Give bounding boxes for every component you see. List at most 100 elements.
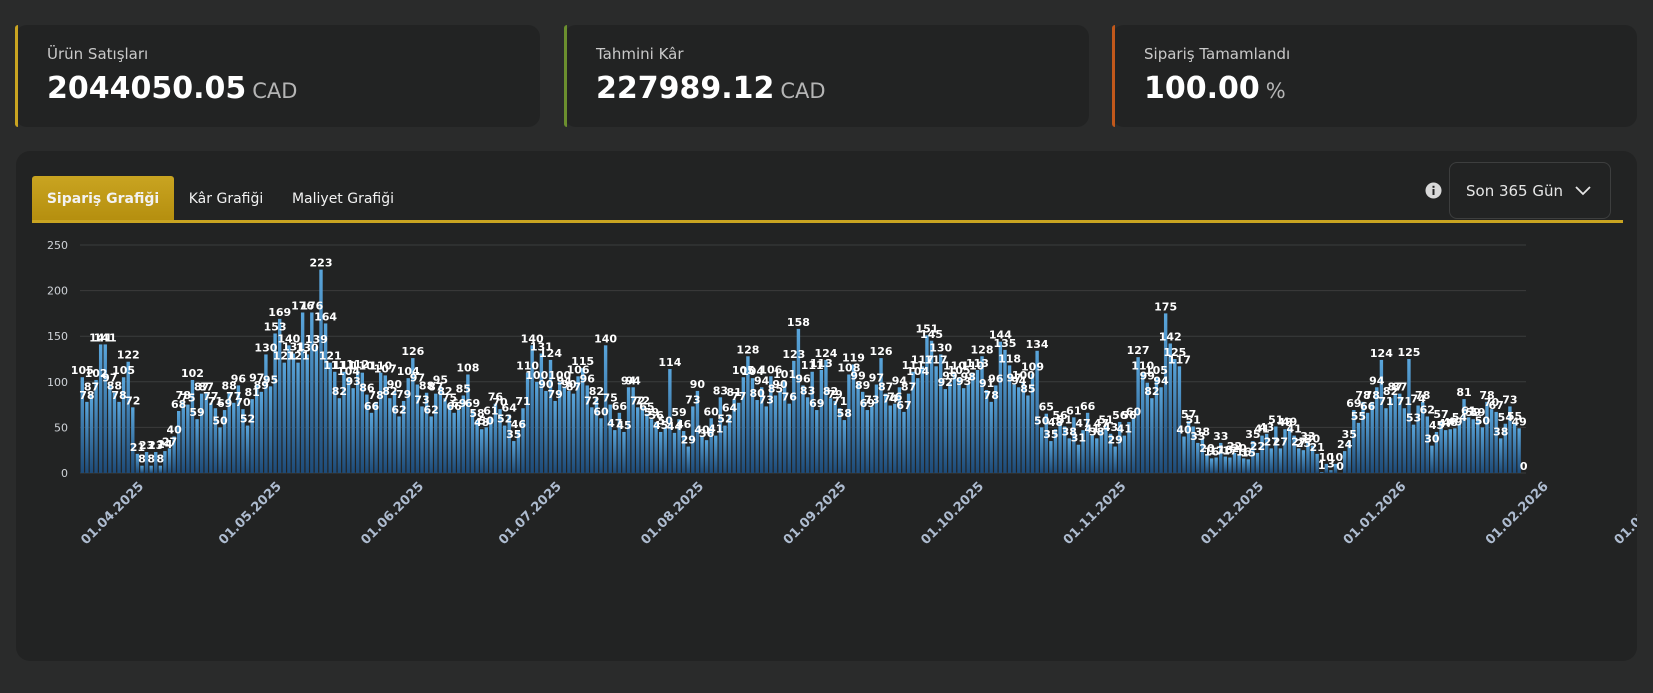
bar bbox=[466, 374, 470, 473]
bar bbox=[1219, 442, 1223, 473]
bar bbox=[640, 407, 645, 473]
y-tick-label: 150 bbox=[47, 330, 68, 343]
bar bbox=[434, 393, 438, 473]
date-range-selected: Son 365 Gün bbox=[1466, 182, 1564, 200]
data-label: 102 bbox=[85, 367, 108, 380]
bar bbox=[479, 429, 484, 473]
data-label: 130 bbox=[929, 341, 952, 354]
bar bbox=[544, 390, 548, 473]
bar bbox=[1090, 435, 1094, 473]
bar bbox=[1173, 359, 1177, 473]
date-range-select[interactable]: Son 365 Gün bbox=[1449, 162, 1611, 219]
data-label: 41 bbox=[1254, 423, 1269, 436]
data-label: 20 bbox=[1199, 442, 1215, 455]
bar bbox=[411, 358, 415, 473]
bar bbox=[305, 354, 309, 473]
data-label: 110 bbox=[369, 360, 392, 373]
data-label: 96 bbox=[795, 372, 811, 385]
data-label: 88 bbox=[419, 380, 434, 393]
bar bbox=[296, 362, 300, 473]
bar bbox=[365, 394, 369, 473]
bar bbox=[245, 425, 250, 473]
bar bbox=[112, 392, 117, 473]
data-label: 71 bbox=[208, 395, 223, 408]
data-label: 82 bbox=[332, 385, 347, 398]
tab-order-chart[interactable]: Sipariş Grafiği bbox=[32, 176, 174, 220]
data-label: 114 bbox=[658, 356, 681, 369]
data-label: 69 bbox=[217, 397, 232, 410]
data-label: 66 bbox=[364, 400, 380, 413]
bar bbox=[1517, 428, 1521, 473]
data-label: 130 bbox=[254, 341, 277, 354]
bar bbox=[957, 377, 961, 473]
bar bbox=[617, 412, 622, 473]
bar bbox=[1003, 349, 1007, 473]
data-label: 131 bbox=[530, 341, 553, 354]
x-tick-label: 01.08.2025 bbox=[638, 479, 707, 548]
bar bbox=[126, 361, 130, 473]
tab-cost-chart[interactable]: Maliyet Grafiği bbox=[291, 191, 395, 207]
data-label: 100 bbox=[1012, 369, 1035, 382]
bar bbox=[512, 441, 516, 473]
data-label: 119 bbox=[842, 351, 865, 364]
data-label: 78 bbox=[1415, 389, 1430, 402]
data-label: 107 bbox=[374, 362, 397, 375]
bar bbox=[163, 451, 167, 473]
data-label: 111 bbox=[332, 359, 355, 372]
bar bbox=[1269, 448, 1273, 473]
bar bbox=[392, 390, 397, 473]
data-label: 110 bbox=[351, 360, 374, 373]
data-label: 91 bbox=[979, 377, 994, 390]
bar bbox=[833, 400, 837, 473]
data-label: 41 bbox=[1085, 423, 1100, 436]
bar bbox=[576, 376, 580, 473]
estimated-profit-label: Tahmini Kâr bbox=[596, 45, 684, 63]
data-label: 85 bbox=[768, 382, 783, 395]
data-label: 30 bbox=[1424, 433, 1440, 446]
bar bbox=[282, 362, 286, 473]
data-label: 78 bbox=[1479, 389, 1494, 402]
data-label: 125 bbox=[1163, 346, 1186, 359]
data-label: 79 bbox=[827, 388, 842, 401]
bar bbox=[1287, 428, 1292, 473]
bar bbox=[975, 369, 980, 473]
data-label: 64 bbox=[502, 402, 518, 415]
bar bbox=[1196, 442, 1200, 473]
bar bbox=[782, 380, 787, 473]
data-label: 108 bbox=[456, 362, 479, 375]
bar bbox=[521, 408, 525, 473]
data-label: 67 bbox=[896, 399, 911, 412]
data-label: 40 bbox=[166, 424, 182, 437]
bar bbox=[1186, 421, 1191, 473]
bar bbox=[631, 387, 635, 473]
bar bbox=[1342, 451, 1347, 473]
bar bbox=[603, 345, 608, 473]
bar bbox=[1476, 419, 1480, 473]
data-label: 0 bbox=[1520, 460, 1528, 473]
data-label: 77 bbox=[226, 390, 241, 403]
tab-profit-chart[interactable]: Kâr Grafiği bbox=[188, 191, 264, 207]
bar bbox=[879, 358, 883, 473]
bar bbox=[645, 413, 649, 473]
bar bbox=[1141, 372, 1145, 473]
bar bbox=[117, 401, 121, 473]
info-icon[interactable] bbox=[1425, 182, 1442, 199]
bar bbox=[144, 452, 149, 473]
data-label: 48 bbox=[1277, 416, 1292, 429]
bar bbox=[732, 399, 736, 473]
data-label: 69 bbox=[451, 397, 466, 410]
bar bbox=[585, 385, 589, 473]
data-label: 49 bbox=[1447, 415, 1462, 428]
bar bbox=[980, 356, 984, 473]
data-label: 61 bbox=[1461, 404, 1476, 417]
bar bbox=[1136, 357, 1140, 473]
estimated-profit-unit: CAD bbox=[780, 79, 826, 103]
bar bbox=[424, 392, 429, 473]
bar bbox=[883, 393, 888, 473]
data-label: 22 bbox=[1227, 440, 1242, 453]
bar bbox=[1333, 463, 1338, 473]
bar bbox=[709, 418, 713, 473]
bar bbox=[1062, 426, 1067, 473]
bar bbox=[406, 378, 410, 473]
bar bbox=[1150, 398, 1154, 473]
